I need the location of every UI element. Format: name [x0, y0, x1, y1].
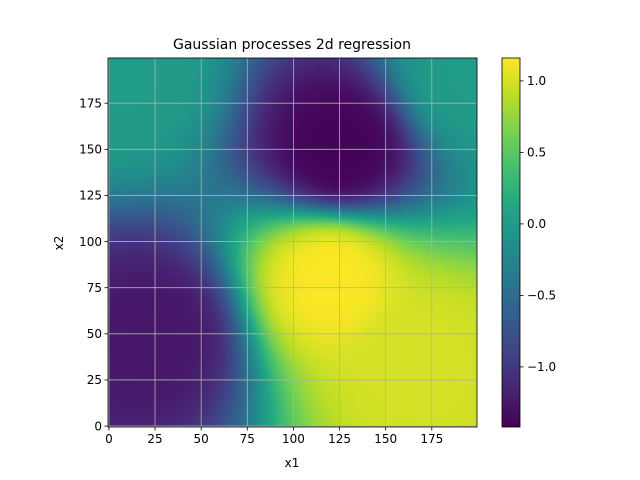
- colorbar-tick-label: 0.0: [527, 217, 546, 231]
- x-tick-label: 0: [105, 432, 113, 446]
- y-tick-label: 75: [87, 281, 102, 295]
- x-tick-label: 175: [420, 432, 443, 446]
- x-axis-label: x1: [285, 456, 300, 470]
- colorbar-tick-label: −1.0: [527, 360, 556, 374]
- x-tick-label: 25: [147, 432, 162, 446]
- heatmap-image: [108, 58, 477, 427]
- colorbar-frame: [501, 57, 521, 428]
- y-tick-label: 100: [79, 235, 102, 249]
- y-tick-label: 150: [79, 143, 102, 157]
- colorbar-tick-label: 0.5: [527, 146, 546, 160]
- axes-frame: [107, 57, 478, 428]
- y-tick-label: 175: [79, 96, 102, 110]
- y-tick-label: 50: [87, 327, 102, 341]
- y-tick-label: 0: [94, 419, 102, 433]
- y-tick-label: 25: [87, 373, 102, 387]
- x-tick-label: 150: [374, 432, 397, 446]
- y-axis-label: x2: [52, 236, 66, 251]
- chart-title: Gaussian processes 2d regression: [173, 37, 411, 53]
- x-tick-label: 100: [282, 432, 305, 446]
- x-tick-label: 75: [240, 432, 255, 446]
- x-tick-label: 50: [194, 432, 209, 446]
- colorbar-gradient: [502, 58, 520, 427]
- y-tick-label: 125: [79, 189, 102, 203]
- x-tick-label: 125: [328, 432, 351, 446]
- colorbar-tick-label: −0.5: [527, 289, 556, 303]
- colorbar-tick-label: 1.0: [527, 74, 546, 88]
